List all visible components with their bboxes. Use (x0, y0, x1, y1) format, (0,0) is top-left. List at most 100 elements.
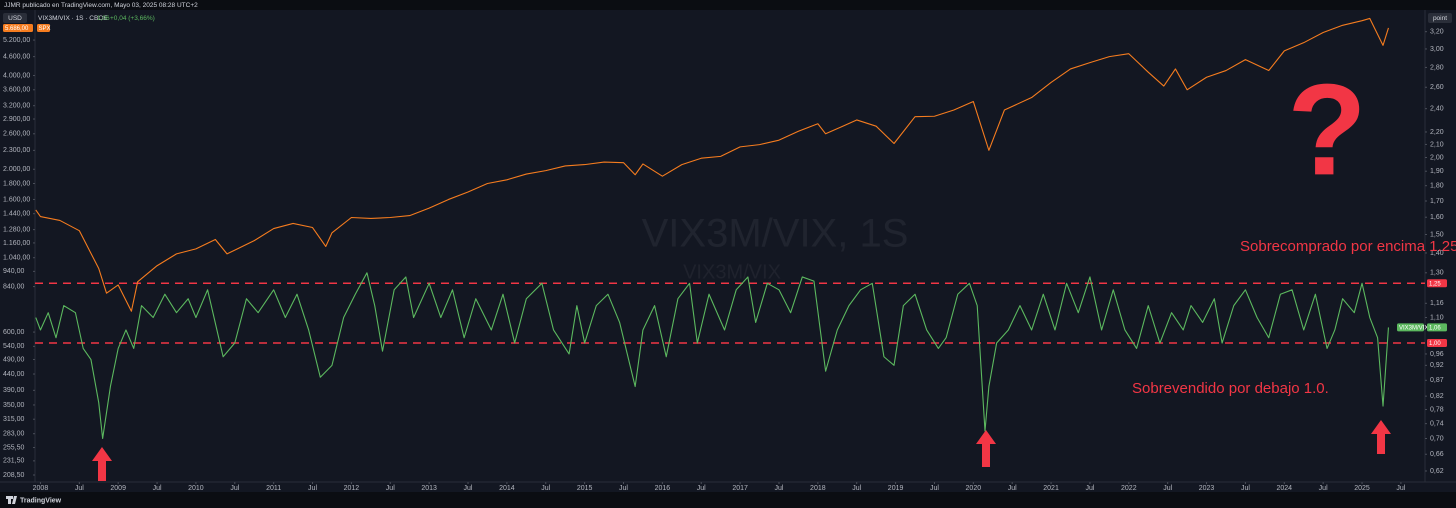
x-tick-label: 2021 (1043, 485, 1059, 492)
y-tick-label: 350,00 (3, 402, 25, 409)
y-tick-label: 4.600,00 (3, 53, 30, 60)
y2-tick-label: 1,90 (1430, 168, 1444, 175)
x-tick-label: 2018 (810, 485, 826, 492)
brand-name: TradingView (20, 497, 62, 504)
x-tick-label: Jul (1008, 485, 1017, 492)
y-tick-label: 255,50 (3, 444, 25, 451)
x-tick-label: Jul (1085, 485, 1094, 492)
arrow-up (976, 430, 996, 467)
y-tick-label: 2.900,00 (3, 116, 30, 123)
y2-tick-label: 0,96 (1430, 351, 1444, 358)
x-tick-label: 2010 (188, 485, 204, 492)
y2-tick-label: 1,70 (1430, 198, 1444, 205)
y-tick-label: 390,00 (3, 387, 25, 394)
x-tick-label: Jul (852, 485, 861, 492)
y-tick-label: 4.000,00 (3, 72, 30, 79)
y2-tick-label: 3,00 (1430, 46, 1444, 53)
x-tick-label: Jul (619, 485, 628, 492)
y-tick-label: 1.600,00 (3, 196, 30, 203)
y2-tick-label: 0,87 (1430, 377, 1444, 384)
y2-tick-label: 1,80 (1430, 183, 1444, 190)
series-line (35, 272, 1390, 440)
y2-tick-label: 2,00 (1430, 154, 1444, 161)
x-tick-label: Jul (153, 485, 162, 492)
legend-symbol: VIX3M/VIX · 1S · CBOE (38, 15, 108, 22)
arrow-up (92, 447, 112, 481)
y2-tick-label: 2,60 (1430, 84, 1444, 91)
y-tick-label: 3.600,00 (3, 87, 30, 94)
y-tick-label: 2.300,00 (3, 147, 30, 154)
x-tick-label: 2024 (1277, 485, 1293, 492)
x-tick-label: 2020 (966, 485, 982, 492)
y2-tick-label: 0,78 (1430, 406, 1444, 413)
x-tick-label: Jul (1241, 485, 1250, 492)
x-tick-label: 2009 (110, 485, 126, 492)
x-tick-label: 2008 (33, 485, 49, 492)
header-text: JJMR publicado en TradingView.com, Mayo … (4, 2, 198, 9)
annotation: ? (1287, 56, 1366, 202)
watermark: VIX3M/VIX, 1S (642, 212, 909, 256)
series-name-tag-label: SPX (39, 26, 51, 32)
y2-tick-label: 3,20 (1430, 29, 1444, 36)
y2-tick-label: 0,70 (1430, 435, 1444, 442)
y-tick-label: 940,00 (3, 268, 25, 275)
y2-tick-label: 1,60 (1430, 214, 1444, 221)
x-tick-label: Jul (386, 485, 395, 492)
series-name-tag (37, 23, 50, 32)
scale-label[interactable]: point (1433, 15, 1447, 22)
last-value-tag (3, 23, 33, 32)
y-tick-label: 231,50 (3, 458, 25, 465)
series-name-tag-label: VIX3M/VIX (1399, 326, 1428, 332)
currency-button[interactable] (3, 13, 27, 23)
y-tick-label: 440,00 (3, 371, 25, 378)
reference-tag-label: 1,00 (1429, 341, 1441, 347)
y-tick-label: 1.440,00 (3, 211, 30, 218)
last-value-tag (1427, 323, 1447, 332)
y-tick-label: 1.160,00 (3, 240, 30, 247)
x-tick-label: 2014 (499, 485, 515, 492)
y2-tick-label: 0,92 (1430, 362, 1444, 369)
series-name-tag (1397, 323, 1424, 332)
reference-tag-label: 1,25 (1429, 281, 1441, 287)
y-tick-label: 283,00 (3, 431, 25, 438)
x-tick-label: 2013 (421, 485, 437, 492)
x-tick-label: Jul (774, 485, 783, 492)
y-tick-label: 600,00 (3, 329, 25, 336)
x-tick-label: 2023 (1199, 485, 1215, 492)
y2-tick-label: 1,40 (1430, 250, 1444, 257)
x-tick-label: Jul (697, 485, 706, 492)
x-tick-label: 2017 (732, 485, 748, 492)
currency-label[interactable]: USD (8, 15, 22, 22)
y2-tick-label: 1,16 (1430, 300, 1444, 307)
scale-button[interactable] (1428, 13, 1452, 23)
arrows (92, 420, 1391, 481)
series-line (35, 17, 1389, 312)
arrow-up (1371, 420, 1391, 454)
x-tick-label: Jul (75, 485, 84, 492)
annotation: Sobrevendido por debajo 1.0. (1132, 380, 1329, 397)
x-tick-label: 2022 (1121, 485, 1137, 492)
x-tick-label: 2025 (1354, 485, 1370, 492)
y2-tick-label: 2,10 (1430, 141, 1444, 148)
y-tick-label: 2.600,00 (3, 131, 30, 138)
y-tick-label: 2.000,00 (3, 166, 30, 173)
header-bar (0, 0, 1456, 10)
reference-tag (1427, 339, 1447, 348)
y-tick-label: 208,50 (3, 472, 25, 479)
y-tick-label: 3.200,00 (3, 103, 30, 110)
y-tick-label: 540,00 (3, 343, 25, 350)
x-tick-label: Jul (230, 485, 239, 492)
y2-tick-label: 1,10 (1430, 314, 1444, 321)
x-tick-label: Jul (1396, 485, 1405, 492)
y2-tick-label: 0,62 (1430, 468, 1444, 475)
last-value-tag-label: 1,06 (1429, 326, 1441, 332)
x-tick-label: 2016 (655, 485, 671, 492)
y-tick-label: 1.040,00 (3, 255, 30, 262)
y-tick-label: 1.800,00 (3, 180, 30, 187)
x-tick-label: Jul (1163, 485, 1172, 492)
x-tick-label: Jul (930, 485, 939, 492)
y2-tick-label: 0,74 (1430, 420, 1444, 427)
